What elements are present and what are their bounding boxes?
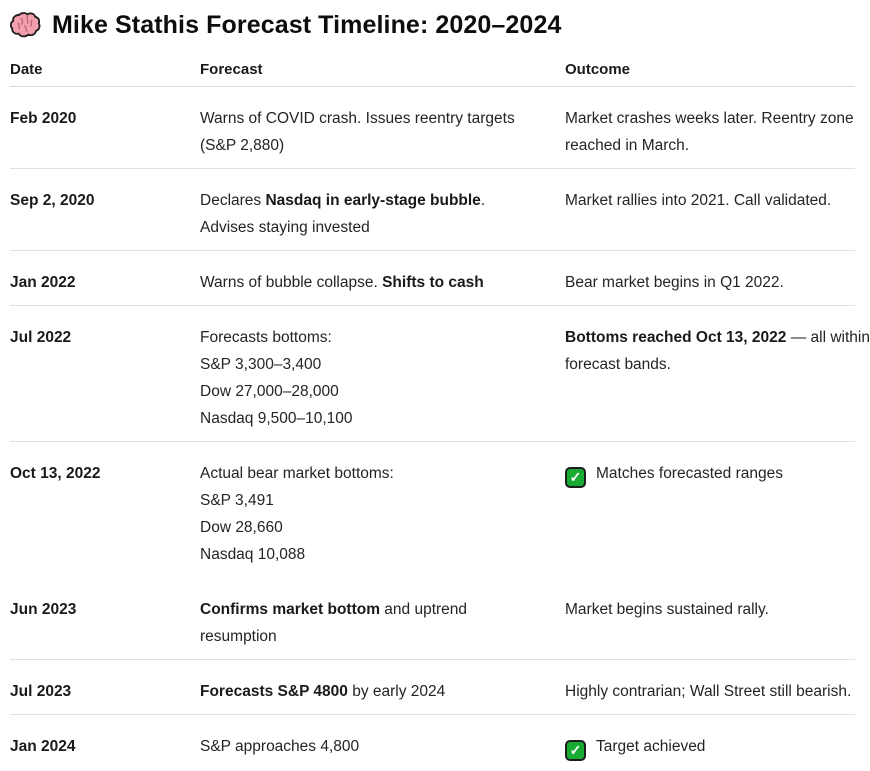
timeline-date: Feb 2020 (10, 110, 77, 127)
timeline-outcome: Bear market begins in Q1 2022. (565, 269, 870, 296)
timeline-forecast: Declares Nasdaq in early-stage bubble. A… (200, 187, 565, 241)
text: Highly contrarian; Wall Street still bea… (565, 683, 852, 700)
timeline-forecast: Actual bear market bottoms: S&P 3,491 Do… (200, 460, 565, 568)
text: Actual bear market bottoms: S&P 3,491 Do… (200, 465, 394, 563)
timeline-rows: Feb 2020 Warns of COVID crash. Issues ree… (10, 87, 870, 771)
text: and uptrend resumption (200, 601, 468, 645)
check-icon: ✓ (565, 466, 586, 488)
column-header-forecast: Forecast (200, 61, 263, 78)
timeline-outcome: Market begins sustained rally. (565, 596, 870, 650)
timeline-date: Sep 2, 2020 (10, 192, 95, 209)
timeline-date: Jan 2022 (10, 274, 76, 291)
text: Market crashes weeks later. Reentry zone… (565, 110, 854, 154)
column-header-date: Date (10, 61, 43, 78)
bold-text: Bottoms reached Oct 13, 2022 (565, 329, 787, 346)
table-row: Oct 13, 2022 Actual bear market bottoms: … (10, 442, 870, 578)
text: by early 2024 (347, 683, 446, 700)
bold-text: Confirms market bottom (200, 601, 380, 618)
table-row: Jul 2023 Forecasts S&P 4800 by early 2024… (10, 660, 870, 715)
text: Warns of COVID crash. Issues reentry tar… (200, 110, 515, 154)
timeline-forecast: Forecasts bottoms: S&P 3,300–3,400 Dow 2… (200, 324, 565, 432)
table-header-row: Date Forecast Outcome (10, 49, 870, 87)
column-header-outcome: Outcome (565, 61, 631, 78)
table-row: Jul 2022 Forecasts bottoms: S&P 3,300–3,4… (10, 306, 870, 442)
timeline-outcome: ✓ Matches forecasted ranges (565, 460, 870, 568)
text: Target achieved (596, 738, 706, 755)
timeline-outcome: ✓ Target achieved (565, 733, 870, 761)
timeline-outcome: Highly contrarian; Wall Street still bea… (565, 678, 870, 705)
text: Forecasts bottoms: S&P 3,300–3,400 Dow 2… (200, 329, 353, 427)
check-icon: ✓ (565, 739, 586, 761)
bold-text: Shifts to cash (382, 274, 484, 291)
timeline-forecast: S&P approaches 4,800 (200, 733, 565, 761)
timeline-date: Jan 2024 (10, 738, 76, 755)
table-row: Jan 2024 S&P approaches 4,800 ✓ Target achi… (10, 715, 870, 771)
timeline-forecast: Forecasts S&P 4800 by early 2024 (200, 678, 565, 705)
timeline-date: Jul 2023 (10, 683, 72, 700)
text: Market begins sustained rally. (565, 601, 769, 618)
title-row: Mike Stathis Forecast Timeline: 2020–202… (10, 4, 870, 49)
timeline-date: Oct 13, 2022 (10, 465, 101, 482)
bold-text: Nasdaq in early-stage bubble (265, 192, 481, 209)
bold-text: Forecasts S&P 4800 (200, 683, 348, 700)
timeline-forecast: Warns of COVID crash. Issues reentry tar… (200, 105, 565, 159)
text: Market rallies into 2021. Call validated… (565, 192, 832, 209)
text: . Advises staying invested (200, 192, 486, 236)
timeline-forecast: Warns of bubble collapse. Shifts to cash (200, 269, 565, 296)
timeline-outcome: Bottoms reached Oct 13, 2022 — all withi… (565, 324, 870, 432)
text: Bear market begins in Q1 2022. (565, 274, 784, 291)
page-title: Mike Stathis Forecast Timeline: 2020–202… (52, 10, 562, 39)
text: — all within forecast bands. (565, 329, 870, 373)
text: Declares (200, 192, 266, 209)
table-row: Feb 2020 Warns of COVID crash. Issues ree… (10, 87, 870, 169)
table-row: Jan 2022 Warns of bubble collapse. Shifts… (10, 251, 870, 306)
brain-icon (10, 12, 41, 38)
timeline-outcome: Market crashes weeks later. Reentry zone… (565, 105, 870, 159)
timeline-forecast: Confirms market bottom and uptrend resum… (200, 596, 565, 650)
table-row: Sep 2, 2020 Declares Nasdaq in early-stag… (10, 169, 870, 251)
text: Warns of bubble collapse. (200, 274, 383, 291)
timeline-date: Jun 2023 (10, 601, 77, 618)
text: S&P approaches 4,800 (200, 738, 360, 755)
table-row: Jun 2023 Confirms market bottom and uptre… (10, 578, 870, 660)
text: Matches forecasted ranges (596, 465, 783, 482)
timeline-outcome: Market rallies into 2021. Call validated… (565, 187, 870, 241)
timeline-date: Jul 2022 (10, 329, 72, 346)
